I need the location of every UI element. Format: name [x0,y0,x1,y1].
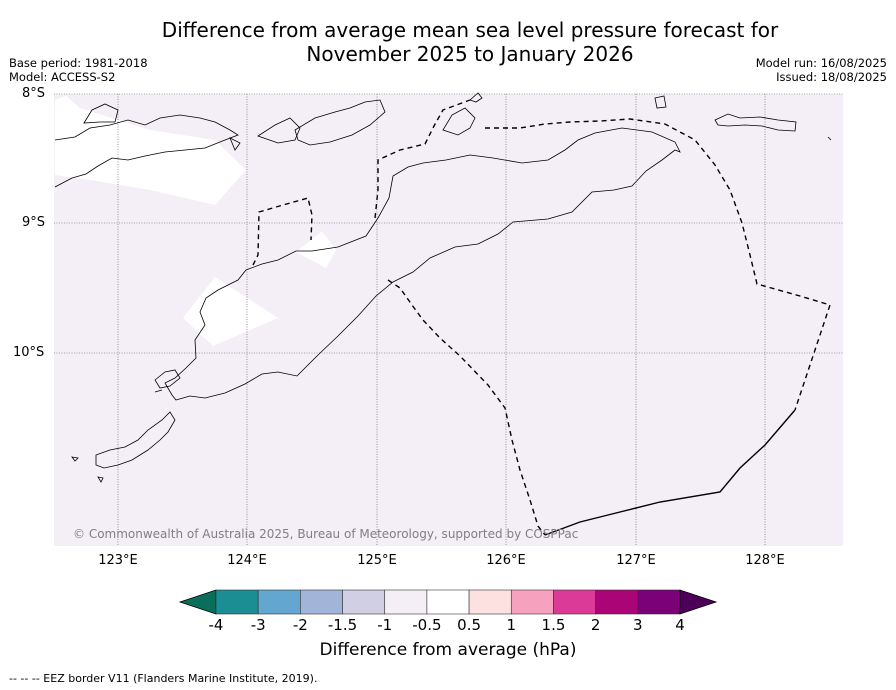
eez-borders [252,99,831,536]
colorbar-title: Difference from average (hPa) [319,640,577,660]
colorbar-tick-label: -1 [377,616,393,634]
island-coastline [83,103,119,124]
colorbar-tick-label: -3 [250,616,266,634]
neutral-patch [183,277,278,346]
colorbar-swatch [300,589,343,615]
lon-label-125e: 125°E [357,553,397,568]
lat-label-10s: 10°S [13,345,45,360]
colorbar-swatch [257,589,301,615]
island-coastline [97,476,104,483]
colorbar-swatch [426,589,470,615]
colorbar [178,589,718,615]
island-coastline [229,137,241,151]
neutral-patch [296,231,336,268]
issued-date: Issued: 18/08/2025 [776,70,887,84]
island-coastline [154,389,163,393]
colorbar-tick-label: 2 [590,616,601,634]
title-line-1: Difference from average mean sea level p… [161,18,779,42]
model-name: Model: ACCESS-S2 [9,70,116,84]
colorbar-tick-label: -1.5 [327,616,358,634]
colorbar-tick-label: -2 [292,616,308,634]
flores-coastline [54,114,239,188]
lon-label-128e: 128°E [745,553,785,568]
colorbar-tick-label: 0.5 [457,616,482,634]
eez-border-timor-leste [485,118,831,411]
eez-footer-note: -- -- -- EEZ border V11 (Flanders Marine… [9,672,318,685]
title-line-2: November 2025 to January 2026 [306,42,634,66]
colorbar-swatch [342,589,386,615]
gridlines [54,93,843,546]
island-coastline [257,117,301,144]
island-coastline [294,99,386,146]
island-coastline [71,456,79,462]
copyright-text: © Commonwealth of Australia 2025, Bureau… [73,527,579,541]
neutral-patch [55,96,246,205]
colorbar-swatch [510,589,554,615]
eez-border-west [252,197,313,266]
map-title: Difference from average mean sea level p… [100,18,840,66]
colorbar-tick-label: 1.5 [541,616,566,634]
model-run: Model run: 16/08/2025 [755,56,887,70]
lon-label-126e: 126°E [486,553,526,568]
colorbar-under-arrow [178,589,217,615]
island-coastline [154,369,181,389]
island-coastline [827,136,832,141]
coastlines [54,92,832,483]
island-coastline [469,92,483,103]
timor-coastline [164,127,681,401]
island-coastline [442,107,476,136]
colorbar-tick-label: 1 [506,616,517,634]
island-coastline [654,95,667,109]
lat-label-9s: 9°S [22,215,46,230]
eez-border-inner [387,279,546,536]
lat-label-8s: 8°S [22,86,46,101]
meta-right: Model run: 16/08/2025 Issued: 18/08/2025 [756,56,887,84]
colorbar-swatch [637,589,681,615]
colorbar-tick-label: -4 [208,616,224,634]
eez-border-solid [544,409,796,536]
island-coastline [714,113,797,132]
colorbar-tick-label: 3 [633,616,643,634]
base-period: Base period: 1981-2018 [9,56,148,70]
colorbar-tick-label: -0.5 [412,616,442,634]
colorbar-over-arrow [679,589,718,615]
colorbar-swatch [595,589,639,615]
lon-label-123e: 123°E [98,553,138,568]
colorbar-swatch [553,589,596,615]
colorbar-swatch [384,589,428,615]
colorbar-swatch [468,589,512,615]
colorbar-swatch [215,589,259,615]
lon-label-127e: 127°E [616,553,656,568]
colorbar-tick-label: 4 [675,616,685,634]
rote-coastline [95,411,176,469]
lon-label-124e: 124°E [227,553,267,568]
meta-left: Base period: 1981-2018 Model: ACCESS-S2 [9,56,148,84]
